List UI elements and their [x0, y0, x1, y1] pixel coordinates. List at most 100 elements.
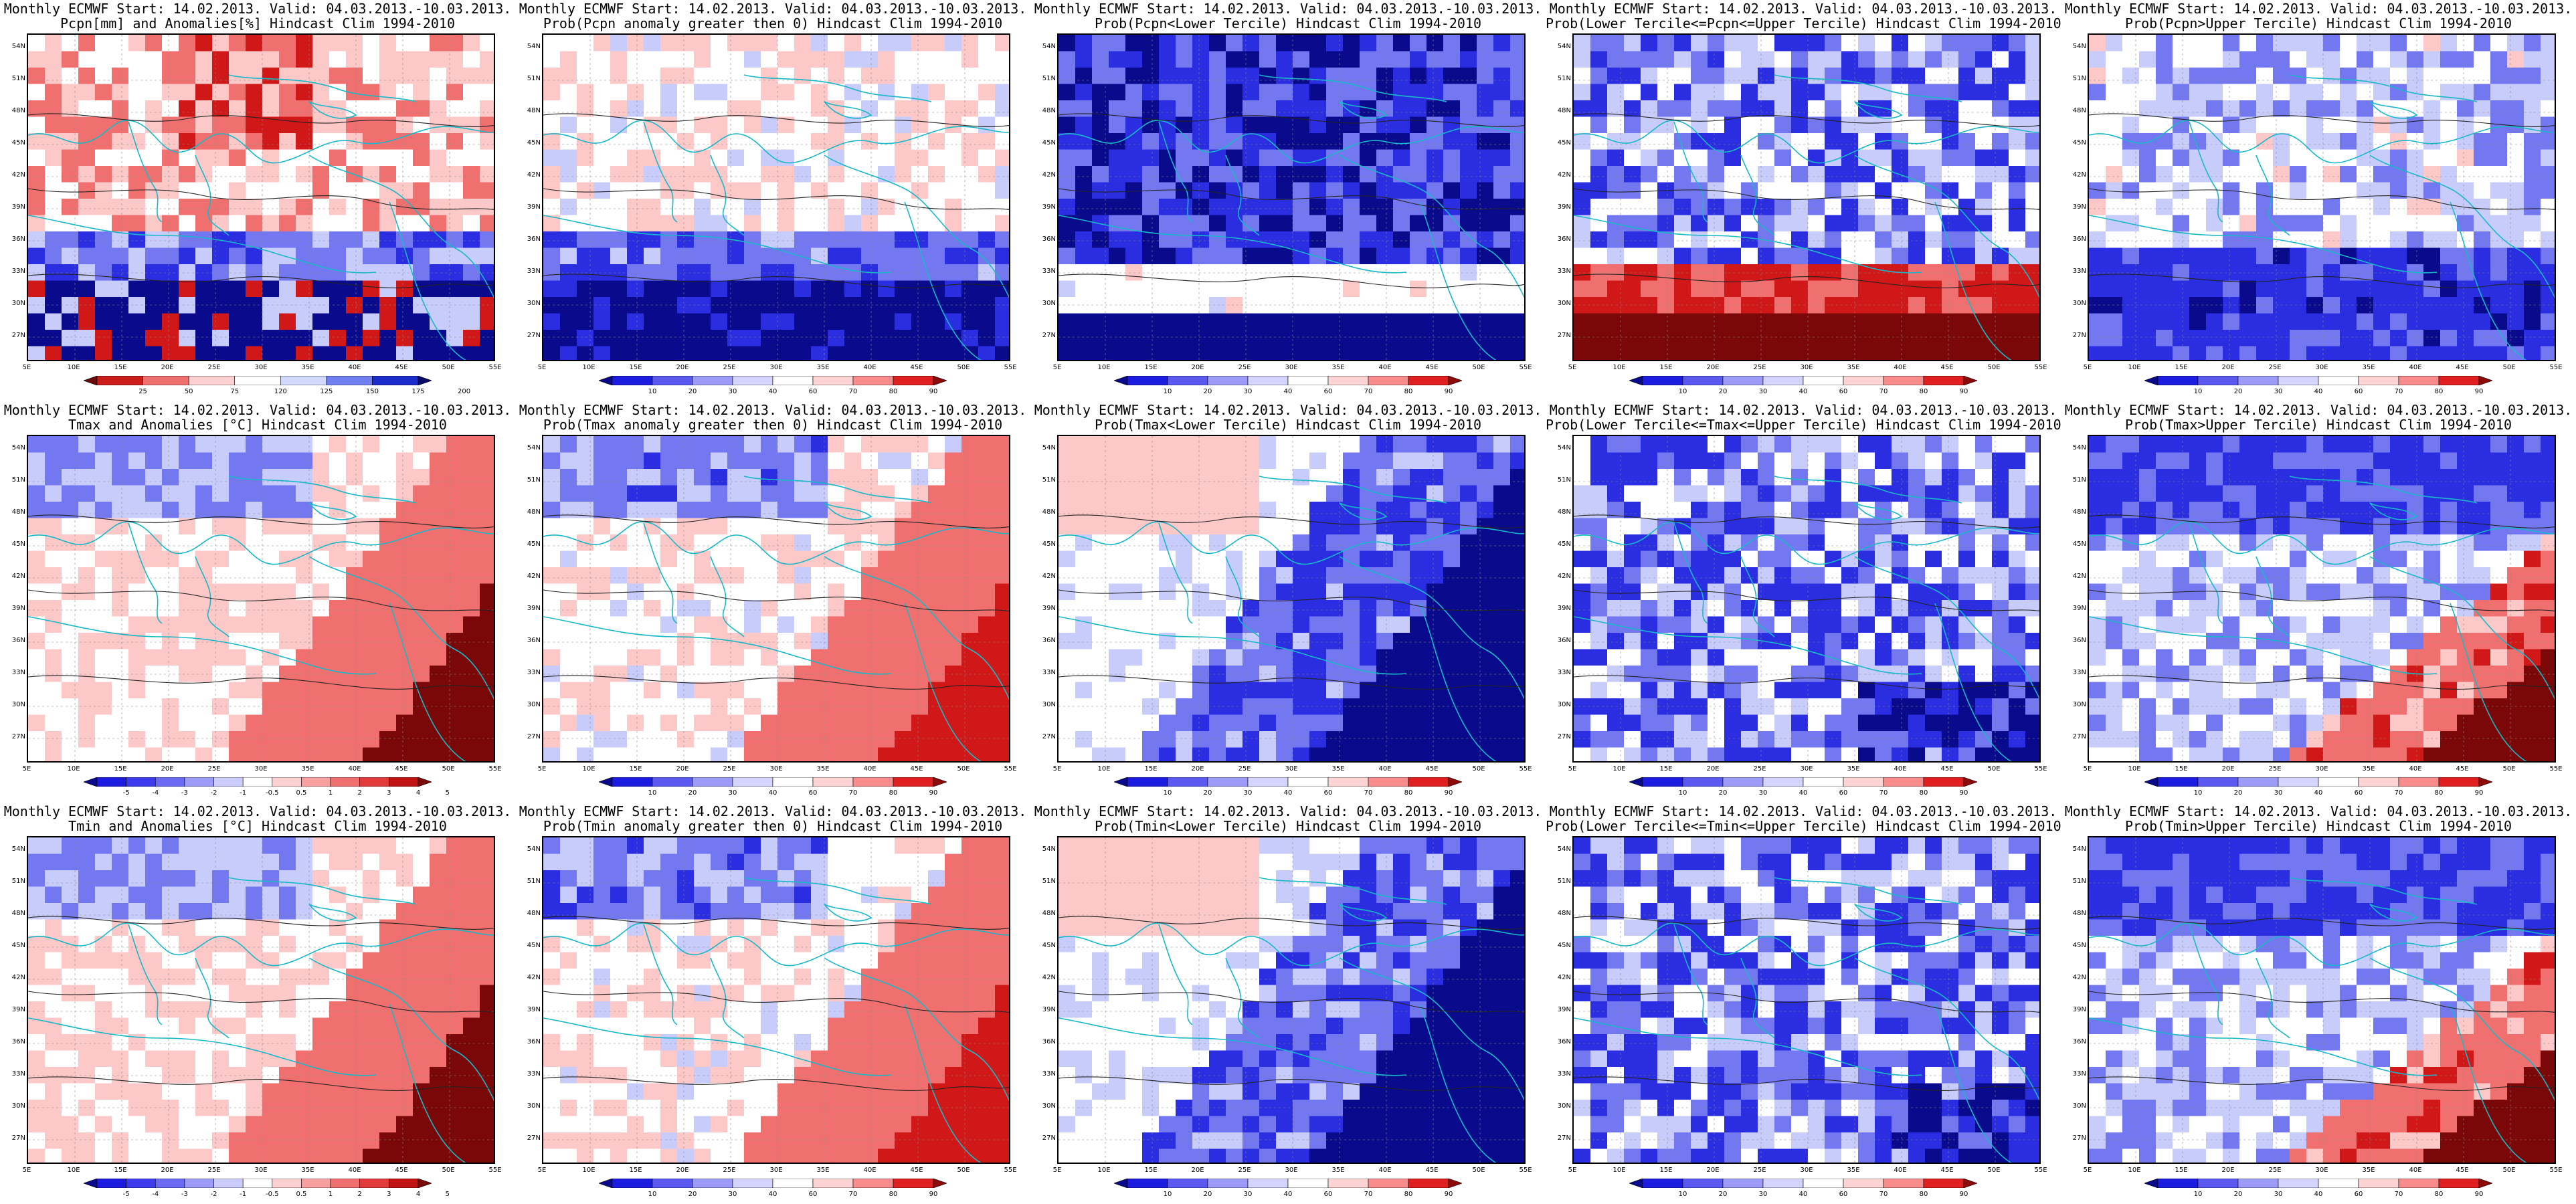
field-cell [1657, 346, 1675, 362]
colorbar-tick-label: 70 [840, 789, 866, 797]
field-cell [1293, 84, 1310, 101]
field-cell [1791, 330, 1809, 346]
field-cell [660, 117, 678, 134]
field-cell [978, 600, 996, 617]
field-cell [1293, 281, 1310, 298]
forecast-map [2088, 33, 2556, 361]
field-cell [1176, 150, 1193, 167]
field-cell [2306, 84, 2324, 101]
field-cell [1125, 567, 1143, 584]
field-cell [878, 649, 895, 666]
field-cell [1243, 682, 1260, 699]
lon-label: 50E [2499, 364, 2519, 371]
field-cell [1510, 436, 1526, 453]
field-cell [1293, 715, 1310, 732]
field-cell [463, 486, 480, 502]
field-cell [1975, 133, 1993, 150]
field-cell [1410, 281, 1427, 298]
field-cell [1176, 617, 1193, 633]
field-cell [1109, 100, 1126, 117]
field-cell [543, 748, 561, 763]
field-cell [2524, 166, 2541, 183]
field-cell [480, 52, 495, 68]
field-cell [95, 567, 112, 584]
field-cell [179, 248, 196, 265]
field-cell [446, 166, 464, 183]
field-cell [2524, 183, 2541, 199]
field-cell [212, 100, 229, 117]
field-cell [1343, 84, 1360, 101]
field-cell [1791, 166, 1809, 183]
colorbar-segment [1803, 376, 1843, 385]
field-cell [627, 166, 644, 183]
colorbar [84, 777, 432, 787]
field-cell [610, 166, 628, 183]
field-cell [1059, 469, 1076, 486]
colorbar-segment [1723, 376, 1763, 385]
field-cell [560, 502, 577, 518]
field-cell [727, 68, 745, 84]
field-cell [1176, 551, 1193, 568]
field-cell [2025, 231, 2041, 248]
field-cell [62, 682, 79, 699]
field-cell [610, 314, 628, 330]
field-cell [1875, 150, 1892, 167]
field-cell [694, 502, 711, 518]
field-cell [2474, 248, 2491, 265]
field-cell [480, 469, 495, 486]
field-cell [593, 748, 611, 763]
field-cell [627, 731, 644, 748]
field-cell [2139, 248, 2156, 265]
field-cell [895, 231, 912, 248]
field-cell [593, 436, 611, 453]
field-cell [1226, 518, 1243, 535]
field-cell [844, 518, 862, 535]
field-cell [1477, 502, 1494, 518]
field-cell [560, 682, 577, 699]
field-cell [1691, 100, 1708, 117]
field-cell [911, 567, 929, 584]
field-cell [1176, 698, 1193, 715]
field-cell [1343, 502, 1360, 518]
lat-label: 54N [522, 444, 541, 452]
field-cell [2239, 100, 2257, 117]
field-cell [1326, 199, 1344, 215]
field-cell [1092, 469, 1109, 486]
field-cell [644, 698, 661, 715]
field-cell [45, 567, 62, 584]
field-cell [878, 715, 895, 732]
colorbar-tick-label: 70 [840, 388, 866, 395]
lon-label: 10E [2124, 364, 2144, 371]
field-cell [811, 486, 828, 502]
field-cell [78, 199, 96, 215]
field-cell [379, 469, 397, 486]
field-cell [1360, 502, 1377, 518]
colorbar-segment [360, 777, 389, 787]
field-cell [2373, 330, 2391, 346]
field-cell [878, 52, 895, 68]
field-cell [627, 150, 644, 167]
field-cell [1209, 649, 1226, 666]
field-cell [28, 150, 45, 167]
field-cell [78, 314, 96, 330]
field-cell [2440, 166, 2458, 183]
field-cell [413, 584, 430, 601]
field-cell [995, 731, 1010, 748]
field-cell [610, 600, 628, 617]
field-cell [2239, 215, 2257, 232]
field-cell [1259, 150, 1277, 167]
field-cell [246, 133, 263, 150]
field-cell [911, 453, 929, 470]
field-cell [828, 117, 845, 134]
field-cell [312, 534, 330, 551]
field-cell [1758, 264, 1775, 281]
field-cell [777, 346, 795, 362]
field-cell [1641, 346, 1658, 362]
field-cell [179, 215, 196, 232]
field-cell [577, 84, 594, 101]
field-cell [78, 715, 96, 732]
field-cell [928, 436, 945, 453]
field-cell [262, 534, 280, 551]
lon-label: 50E [438, 364, 458, 371]
field-cell [627, 469, 644, 486]
